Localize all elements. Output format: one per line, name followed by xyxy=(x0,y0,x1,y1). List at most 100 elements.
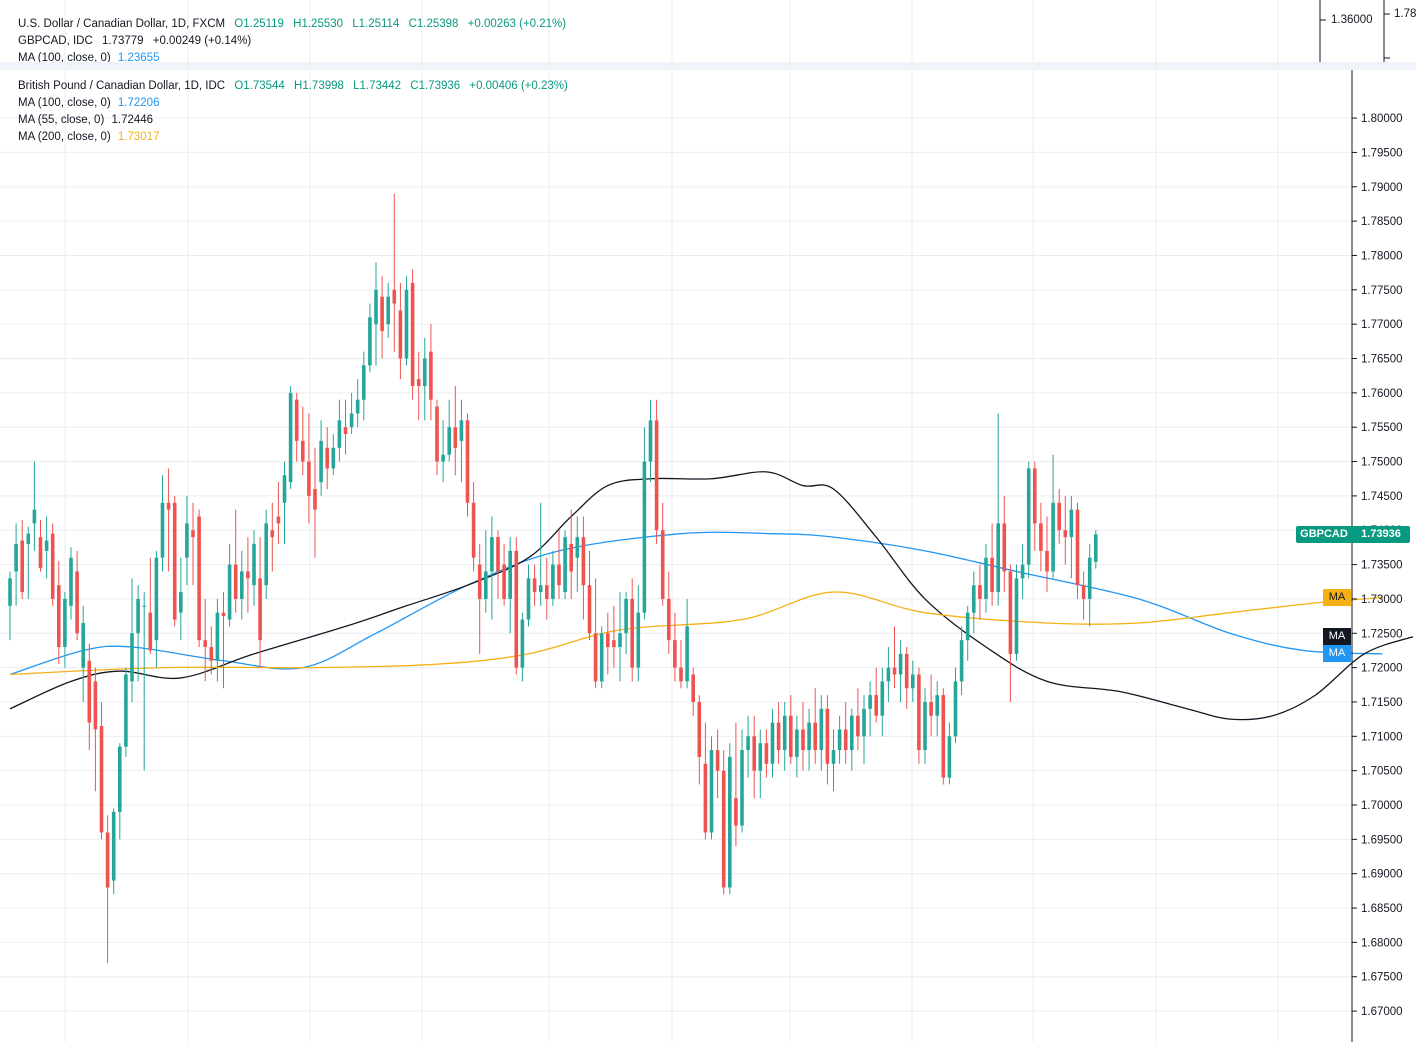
ma100-value: 1.72206 xyxy=(117,97,160,109)
ma55-value: 1.72446 xyxy=(111,114,154,126)
ma-line xyxy=(9,471,1414,721)
candle-body xyxy=(282,475,287,503)
pane-separator[interactable] xyxy=(0,62,1416,70)
candle-body xyxy=(782,715,787,751)
ma200-value: 1.73017 xyxy=(117,131,160,143)
candle-body xyxy=(837,729,842,751)
candle-body xyxy=(490,537,494,572)
candle-body xyxy=(606,633,610,648)
candle-body xyxy=(929,701,933,716)
usdcad-high: H1.25530 xyxy=(293,18,344,30)
candle-body xyxy=(319,440,323,483)
candle-body xyxy=(203,640,207,648)
candle-body xyxy=(1020,564,1025,579)
candle-body xyxy=(801,729,805,751)
main-close: C1.73936 xyxy=(410,80,461,92)
axis-tick-label: 1.74500 xyxy=(1361,491,1403,503)
axis-tick-label: 1.71000 xyxy=(1361,731,1403,743)
axis-tick-label: 1.72500 xyxy=(1361,628,1403,640)
candle-body xyxy=(142,605,146,607)
candle-body xyxy=(557,564,561,586)
moving-averages xyxy=(9,471,1414,721)
axis-tick-label: 1.68000 xyxy=(1361,937,1403,949)
axis-tick-label: 1.79500 xyxy=(1361,147,1403,159)
candle-body xyxy=(587,585,592,634)
candle-body xyxy=(514,550,519,668)
candle-body xyxy=(752,736,756,771)
candle-body xyxy=(911,674,915,689)
axis-tick-label: 1.69000 xyxy=(1361,869,1403,881)
candle-body xyxy=(679,667,683,682)
candle-body xyxy=(154,557,159,641)
ma100-legend: MA (100, close, 0) 1.72206 xyxy=(18,95,159,112)
candle-body xyxy=(423,358,427,386)
ma100-label: MA (100, close, 0) xyxy=(18,97,111,109)
gbpcad-chart[interactable]: 1.80000 1.79500 1.79000 1.78500 1.78000 1.775… xyxy=(0,70,1416,1042)
candle-body xyxy=(1069,509,1074,538)
candle-body xyxy=(996,523,1000,593)
usdcad-legend: U.S. Dollar / Canadian Dollar, 1D, FXCM … xyxy=(18,16,566,33)
symbol-badge: GBPCAD xyxy=(1296,525,1352,543)
ma200-legend: MA (200, close, 0) 1.73017 xyxy=(18,129,159,146)
candle-body xyxy=(795,729,799,757)
top-axis-label-right: 1.78 xyxy=(1394,8,1416,20)
candle-body xyxy=(386,296,390,325)
candle-body xyxy=(789,715,793,757)
candles xyxy=(8,193,1098,964)
candle-body xyxy=(825,708,830,764)
candle-body xyxy=(758,743,763,771)
candle-body xyxy=(831,750,836,764)
axis-tick-label: 1.75500 xyxy=(1361,422,1403,434)
axis-tick-label: 1.73000 xyxy=(1361,594,1403,606)
candle-body xyxy=(1002,523,1007,572)
usdcad-open: O1.25119 xyxy=(234,18,284,30)
main-pane[interactable]: 1.80000 1.79500 1.79000 1.78500 1.78000 1.775… xyxy=(0,70,1416,1042)
candle-body xyxy=(563,537,567,593)
candle-body xyxy=(636,612,641,668)
candle-body xyxy=(441,454,445,462)
ma-line xyxy=(9,531,1383,676)
candle-body xyxy=(807,722,811,751)
candle-body xyxy=(496,537,500,572)
candle-body xyxy=(124,674,128,747)
usdcad-close: C1.25398 xyxy=(408,18,459,30)
grid xyxy=(0,70,1352,1042)
candle-body xyxy=(648,420,653,462)
candle-body xyxy=(14,543,18,572)
candle-body xyxy=(1033,468,1037,524)
main-title: British Pound / Canadian Dollar, 1D, IDC xyxy=(18,80,226,92)
candle-body xyxy=(691,674,695,702)
axis-tick-label: 1.72000 xyxy=(1361,663,1403,675)
candle-body xyxy=(447,427,451,455)
candle-body xyxy=(1008,571,1013,654)
axis-tick-label: 1.67000 xyxy=(1361,1006,1403,1018)
top-ma-label: MA (100, close, 0) xyxy=(18,52,111,62)
candle-body xyxy=(1081,585,1086,599)
candle-body xyxy=(703,763,708,833)
candle-body xyxy=(160,502,165,558)
candle-body xyxy=(593,633,598,682)
candle-body xyxy=(429,351,433,400)
candle-body xyxy=(270,530,275,538)
candle-body xyxy=(843,729,848,751)
candle-body xyxy=(252,543,256,586)
price-axis[interactable]: 1.80000 1.79500 1.79000 1.78500 1.78000 1.775… xyxy=(1352,113,1403,1018)
candle-body xyxy=(709,750,714,833)
axis-tick-label: 1.73500 xyxy=(1361,560,1403,572)
gbpcad-compare-change: +0.00249 (+0.14%) xyxy=(152,35,252,47)
candle-body xyxy=(770,722,775,764)
axis-tick-label: 1.69500 xyxy=(1361,834,1403,846)
candle-body xyxy=(57,585,61,648)
candle-body xyxy=(50,533,55,599)
candle-body xyxy=(136,598,140,634)
candle-body xyxy=(99,726,104,833)
candle-body xyxy=(978,585,982,599)
candle-body xyxy=(959,640,964,682)
candle-body xyxy=(392,289,397,304)
candle-body xyxy=(660,530,665,599)
candle-body xyxy=(965,612,970,641)
candle-body xyxy=(1057,502,1061,531)
candle-body xyxy=(569,543,573,572)
candle-body xyxy=(685,626,689,682)
main-change: +0.00406 (+0.23%) xyxy=(469,80,568,92)
